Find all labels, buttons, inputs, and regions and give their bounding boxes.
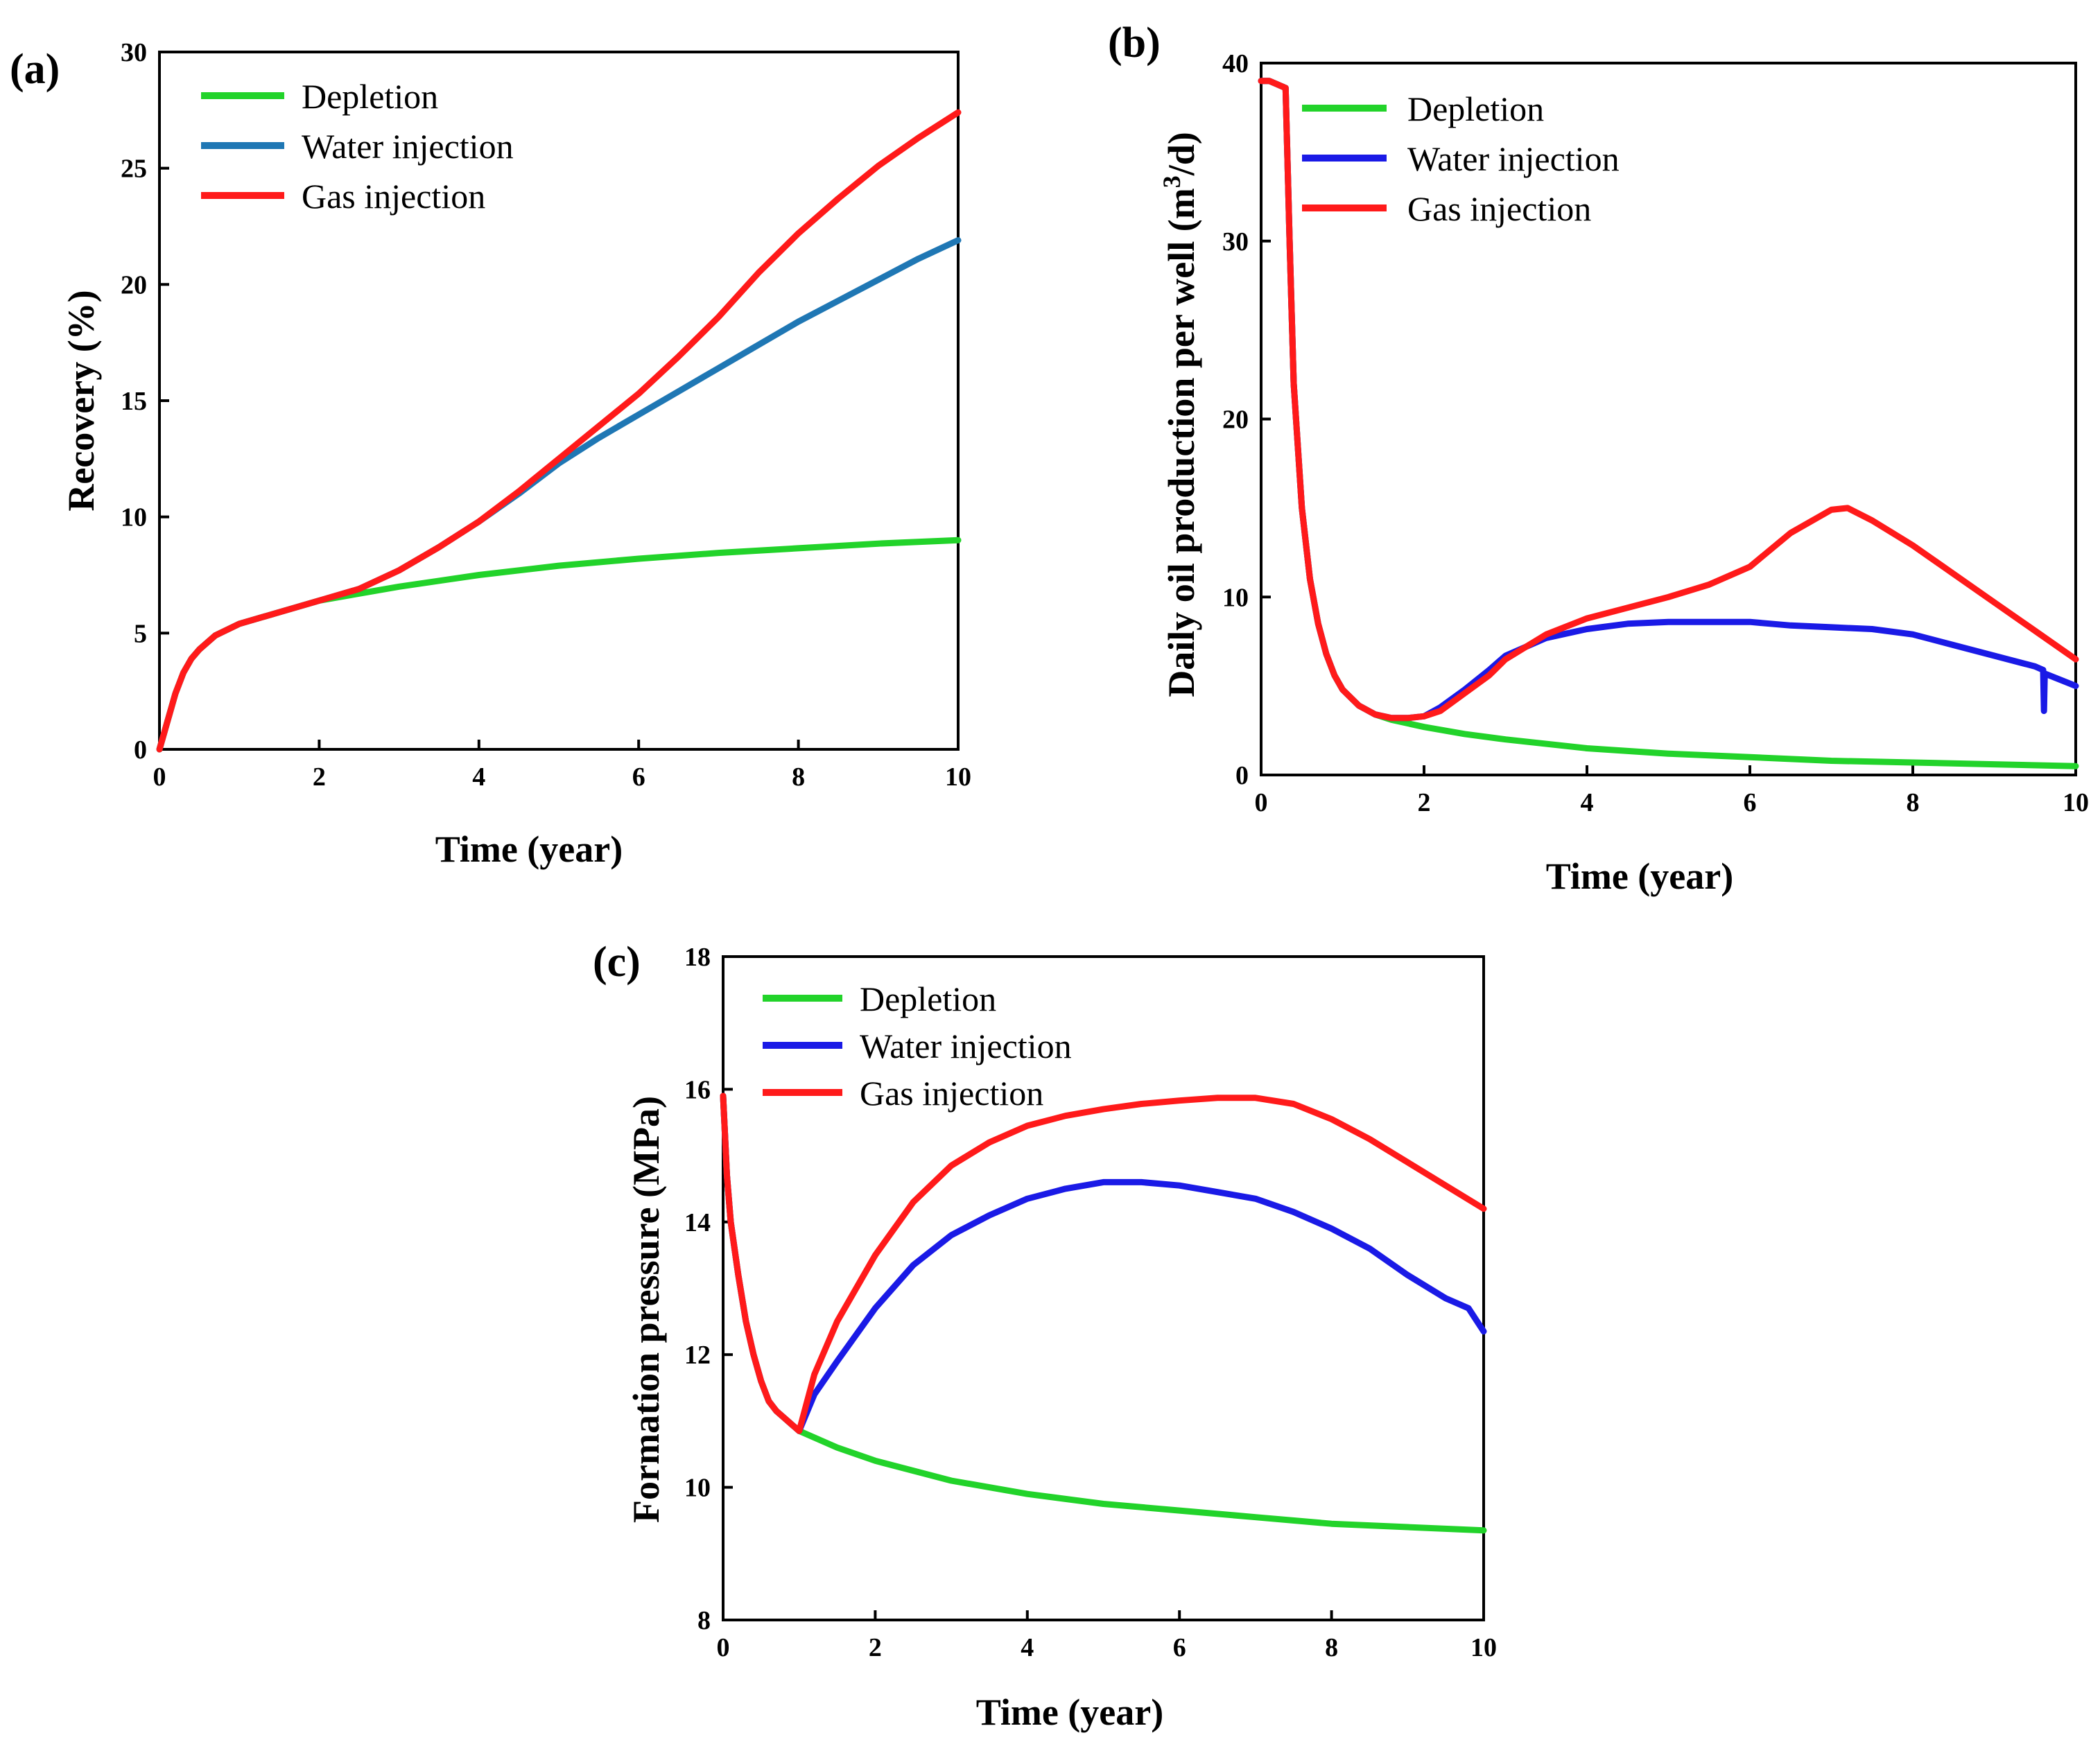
series-line-c-depletion [720, 1092, 1487, 1534]
legend-label-a-1: Water injection [302, 127, 514, 166]
legend-label-a-0: Depletion [302, 77, 438, 116]
series-line-b-depletion [1258, 78, 2079, 769]
x-tick-label-c-3: 6 [1173, 1633, 1186, 1662]
x-tick-label-a-5: 10 [945, 763, 971, 792]
panel-a: (a) 0 2 4 6 8 10 0 5 10 15 20 25 30 Time (year) Reco… [10, 38, 971, 870]
legend-label-c-0: Depletion [860, 979, 996, 1018]
y-tick-label-b-4: 40 [1222, 49, 1249, 78]
ticks-c: 0 2 4 6 8 10 8 10 12 14 16 18 [684, 943, 1497, 1662]
y-axis-title-b-suffix: /d) [1161, 132, 1202, 176]
y-tick-label-c-2: 12 [684, 1341, 711, 1370]
x-tick-label-b-1: 2 [1418, 788, 1431, 817]
y-tick-label-c-5: 18 [684, 943, 711, 972]
x-tick-label-c-4: 8 [1325, 1633, 1338, 1662]
legend-label-b-2: Gas injection [1407, 189, 1591, 228]
legend-label-b-1: Water injection [1407, 139, 1620, 178]
y-tick-label-c-1: 10 [684, 1474, 711, 1503]
panel-label-b: (b) [1108, 19, 1161, 67]
series-line-a-gas-injection [156, 109, 962, 753]
y-tick-label-a-6: 30 [121, 38, 147, 67]
y-axis-title-b-prefix: Daily oil production per well (m [1161, 188, 1202, 697]
y-tick-label-a-5: 25 [121, 155, 147, 184]
series-a [156, 109, 962, 753]
x-axis-title-a: Time (year) [435, 828, 623, 870]
x-tick-label-a-2: 4 [472, 763, 485, 792]
ticks-b: 0 2 4 6 8 10 0 10 20 30 40 [1222, 49, 2089, 817]
panel-b: (b) 0 2 4 6 8 10 0 10 20 30 40 Time (year) Daily o… [1108, 19, 2089, 897]
series-line-b-gas-injection [1258, 78, 2079, 722]
legend-b: Depletion Water injection Gas injection [1302, 89, 1620, 228]
legend-label-b-0: Depletion [1407, 89, 1544, 128]
x-tick-label-c-1: 2 [869, 1633, 882, 1662]
x-tick-label-a-3: 6 [632, 763, 645, 792]
plot-frame-a [158, 51, 960, 751]
y-tick-label-b-2: 20 [1222, 406, 1249, 435]
y-tick-label-b-0: 0 [1235, 761, 1249, 790]
series-c [720, 1092, 1487, 1534]
y-tick-label-c-0: 8 [697, 1606, 711, 1635]
y-axis-title-c: Formation pressure (MPa) [625, 1096, 667, 1523]
x-axis-title-b: Time (year) [1546, 855, 1733, 897]
x-tick-label-a-4: 8 [792, 763, 805, 792]
y-tick-label-c-4: 16 [684, 1075, 711, 1104]
y-tick-label-c-3: 14 [684, 1208, 711, 1237]
x-tick-label-c-5: 10 [1470, 1633, 1497, 1662]
plot-frame-c [722, 955, 1485, 1621]
y-tick-label-a-3: 15 [121, 387, 147, 416]
panel-label-a: (a) [10, 46, 60, 93]
legend-a: Depletion Water injection Gas injection [201, 77, 514, 216]
y-tick-label-b-1: 10 [1222, 583, 1249, 612]
y-tick-label-a-0: 0 [134, 735, 147, 765]
panel-label-c: (c) [593, 939, 641, 986]
y-axis-title-b-sup: 3 [1158, 175, 1186, 188]
y-axis-title-b: Daily oil production per well (m3/d) [1158, 132, 1202, 697]
x-tick-label-b-3: 6 [1744, 788, 1757, 817]
x-tick-label-b-5: 10 [2063, 788, 2089, 817]
x-tick-label-b-2: 4 [1581, 788, 1594, 817]
series-line-a-water-injection [156, 237, 962, 753]
panel-c: (c) 0 2 4 6 8 10 8 10 12 14 16 18 Time (year) Forma… [593, 939, 1497, 1733]
y-tick-label-a-2: 10 [121, 503, 147, 532]
x-axis-title-c: Time (year) [976, 1691, 1163, 1733]
x-tick-label-a-1: 2 [313, 763, 326, 792]
x-tick-label-a-0: 0 [153, 763, 166, 792]
x-tick-label-b-4: 8 [1907, 788, 1920, 817]
legend-label-c-2: Gas injection [860, 1074, 1043, 1113]
series-line-b-water-injection [1258, 78, 2079, 722]
legend-label-a-2: Gas injection [302, 177, 485, 216]
y-axis-title-a: Recovery (%) [60, 290, 102, 511]
y-tick-label-a-1: 5 [134, 619, 147, 648]
plot-frame-b [1260, 62, 2077, 776]
y-tick-label-a-4: 20 [121, 270, 147, 299]
ticks-a: 0 2 4 6 8 10 0 5 10 15 20 25 30 [121, 38, 971, 792]
x-tick-label-b-0: 0 [1255, 788, 1268, 817]
y-tick-label-b-3: 30 [1222, 227, 1249, 256]
x-tick-label-c-0: 0 [717, 1633, 730, 1662]
legend-label-c-1: Water injection [860, 1027, 1072, 1065]
series-b [1258, 78, 2079, 769]
series-line-c-water-injection [720, 1092, 1487, 1434]
series-line-a-depletion [156, 537, 962, 753]
series-line-c-gas-injection [720, 1092, 1487, 1434]
x-tick-label-c-2: 4 [1021, 1633, 1034, 1662]
legend-c: Depletion Water injection Gas injection [763, 979, 1072, 1113]
